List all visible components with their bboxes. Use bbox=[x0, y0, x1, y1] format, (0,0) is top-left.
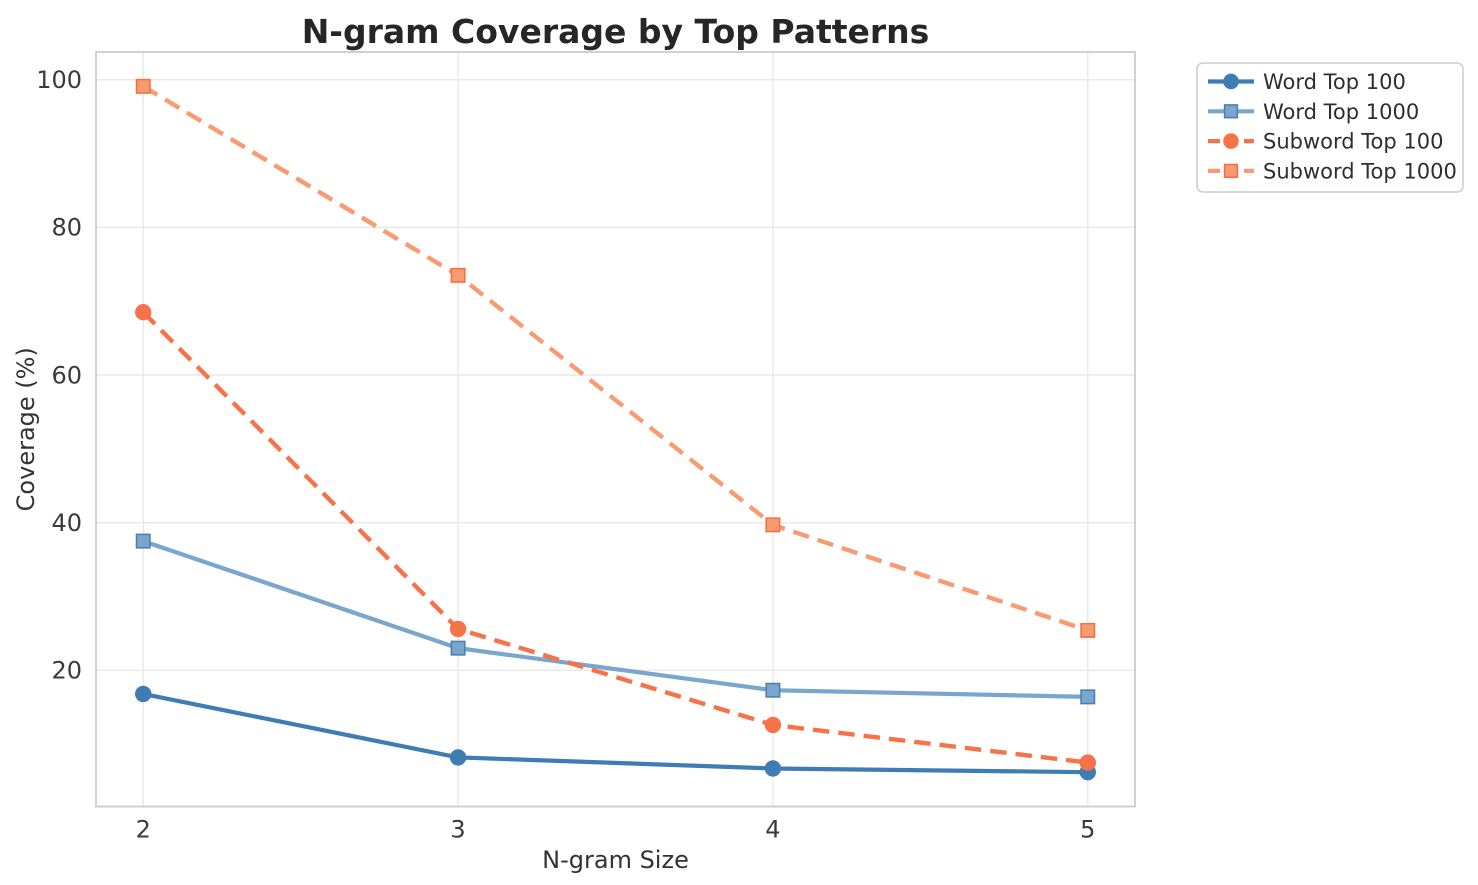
legend-label: Subword Top 1000 bbox=[1263, 159, 1457, 183]
y-tick-label: 100 bbox=[36, 66, 82, 94]
marker-circle bbox=[1223, 133, 1239, 149]
series-line bbox=[142, 691, 1088, 775]
marker-square bbox=[450, 267, 466, 283]
marker-circle bbox=[764, 760, 782, 777]
series-line bbox=[141, 310, 1089, 765]
marker-square bbox=[135, 533, 151, 549]
plot-area bbox=[96, 52, 1135, 807]
marker-square bbox=[1080, 689, 1096, 705]
marker-square bbox=[450, 640, 466, 656]
y-tick-label: 20 bbox=[51, 657, 82, 685]
legend-label: Word Top 1000 bbox=[1263, 100, 1419, 124]
chart-title: N-gram Coverage by Top Patterns bbox=[302, 12, 930, 51]
series-word-top-1000 bbox=[135, 533, 1096, 705]
legend-item-subword-top-100: Subword Top 100 bbox=[1208, 130, 1443, 154]
x-tick-label: 3 bbox=[450, 816, 465, 844]
legend-box bbox=[1196, 62, 1464, 193]
gridlines bbox=[96, 52, 1135, 807]
x-tick-label: 4 bbox=[765, 816, 780, 844]
marker-square bbox=[135, 78, 151, 94]
y-tick-label: 60 bbox=[51, 361, 82, 389]
marker-circle bbox=[1079, 754, 1096, 771]
marker-circle bbox=[449, 749, 467, 766]
marker-square bbox=[1080, 622, 1096, 638]
marker-circle bbox=[764, 716, 782, 734]
y-tick-label: 80 bbox=[51, 214, 82, 242]
x-tick-label: 5 bbox=[1080, 816, 1095, 844]
plot-border bbox=[95, 51, 1136, 808]
marker-square bbox=[1223, 104, 1239, 119]
marker-circle bbox=[135, 685, 152, 703]
legend-label: Word Top 100 bbox=[1263, 70, 1406, 94]
legend-item-word-top-100: Word Top 100 bbox=[1208, 70, 1406, 94]
x-tick-label: 2 bbox=[136, 816, 151, 844]
marker-square bbox=[765, 517, 781, 533]
marker-circle bbox=[449, 620, 467, 638]
series-line bbox=[142, 84, 1089, 633]
marker-circle bbox=[135, 304, 152, 321]
legend: Word Top 100 Word Top 1000 Subword Top 100… bbox=[1196, 62, 1464, 193]
series-subword-top-1000 bbox=[135, 78, 1096, 638]
legend-item-word-top-1000: Word Top 1000 bbox=[1208, 100, 1419, 124]
marker-circle bbox=[1223, 73, 1239, 90]
series-subword-top-100 bbox=[135, 304, 1096, 771]
legend-label: Subword Top 100 bbox=[1263, 130, 1443, 154]
marker-square bbox=[1223, 163, 1239, 179]
y-axis-label: Coverage (%) bbox=[12, 347, 40, 511]
series-line bbox=[142, 539, 1088, 699]
legend-item-subword-top-1000: Subword Top 1000 bbox=[1208, 159, 1457, 183]
marker-square bbox=[765, 682, 781, 698]
tick-labels: 2 3 4 5 20 40 60 80 100 bbox=[36, 66, 1095, 843]
x-axis-label: N-gram Size bbox=[542, 846, 689, 874]
y-tick-label: 40 bbox=[51, 509, 82, 537]
